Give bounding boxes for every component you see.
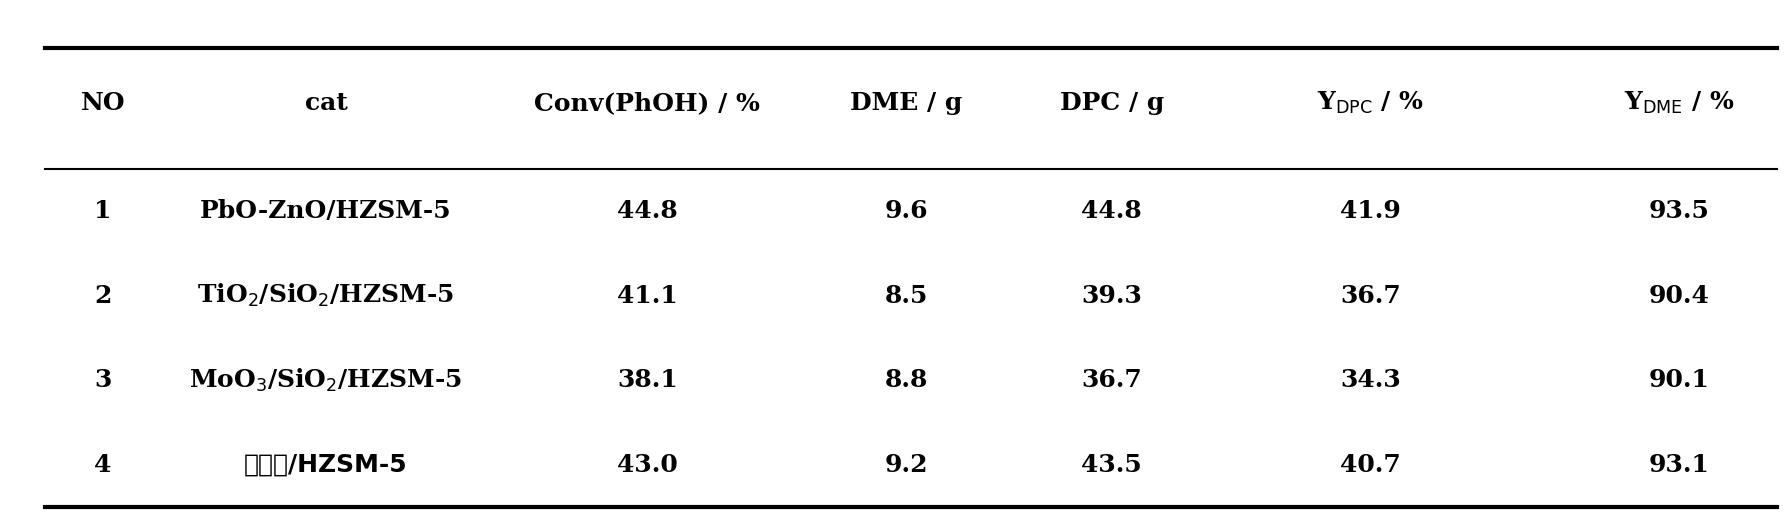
Text: 3: 3 <box>95 368 111 392</box>
Text: 8.5: 8.5 <box>884 284 929 308</box>
Text: MoO$_3$/SiO$_2$/HZSM-5: MoO$_3$/SiO$_2$/HZSM-5 <box>189 366 463 394</box>
Text: 41.1: 41.1 <box>616 284 679 308</box>
Text: DME / g: DME / g <box>850 91 963 115</box>
Text: 40.7: 40.7 <box>1340 452 1402 477</box>
Text: 34.3: 34.3 <box>1340 368 1402 392</box>
Text: cat: cat <box>305 91 346 115</box>
Text: 93.5: 93.5 <box>1648 199 1709 223</box>
Text: Conv(PhOH) / %: Conv(PhOH) / % <box>534 91 761 115</box>
Text: 43.0: 43.0 <box>616 452 679 477</box>
Text: 44.8: 44.8 <box>1081 199 1143 223</box>
Text: Y$_{\rm DPC}$ / %: Y$_{\rm DPC}$ / % <box>1318 90 1423 116</box>
Text: DPC / g: DPC / g <box>1059 91 1164 115</box>
Text: 38.1: 38.1 <box>616 368 679 392</box>
Text: 9.6: 9.6 <box>884 199 929 223</box>
Text: 39.3: 39.3 <box>1081 284 1143 308</box>
Text: 水滑石/HZSM-5: 水滑石/HZSM-5 <box>245 452 407 477</box>
Text: PbO-ZnO/HZSM-5: PbO-ZnO/HZSM-5 <box>200 199 452 223</box>
Text: 1: 1 <box>95 199 111 223</box>
Text: 90.4: 90.4 <box>1648 284 1709 308</box>
Text: 41.9: 41.9 <box>1340 199 1402 223</box>
Text: 90.1: 90.1 <box>1648 368 1709 392</box>
Text: Y$_{\rm DME}$ / %: Y$_{\rm DME}$ / % <box>1623 90 1734 116</box>
Text: 93.1: 93.1 <box>1648 452 1709 477</box>
Text: 2: 2 <box>95 284 111 308</box>
Text: NO: NO <box>80 91 125 115</box>
Text: TiO$_2$/SiO$_2$/HZSM-5: TiO$_2$/SiO$_2$/HZSM-5 <box>198 282 454 309</box>
Text: 9.2: 9.2 <box>884 452 929 477</box>
Text: 8.8: 8.8 <box>884 368 929 392</box>
Text: 36.7: 36.7 <box>1081 368 1143 392</box>
Text: 4: 4 <box>95 452 111 477</box>
Text: 36.7: 36.7 <box>1340 284 1402 308</box>
Text: 44.8: 44.8 <box>616 199 679 223</box>
Text: 43.5: 43.5 <box>1081 452 1143 477</box>
